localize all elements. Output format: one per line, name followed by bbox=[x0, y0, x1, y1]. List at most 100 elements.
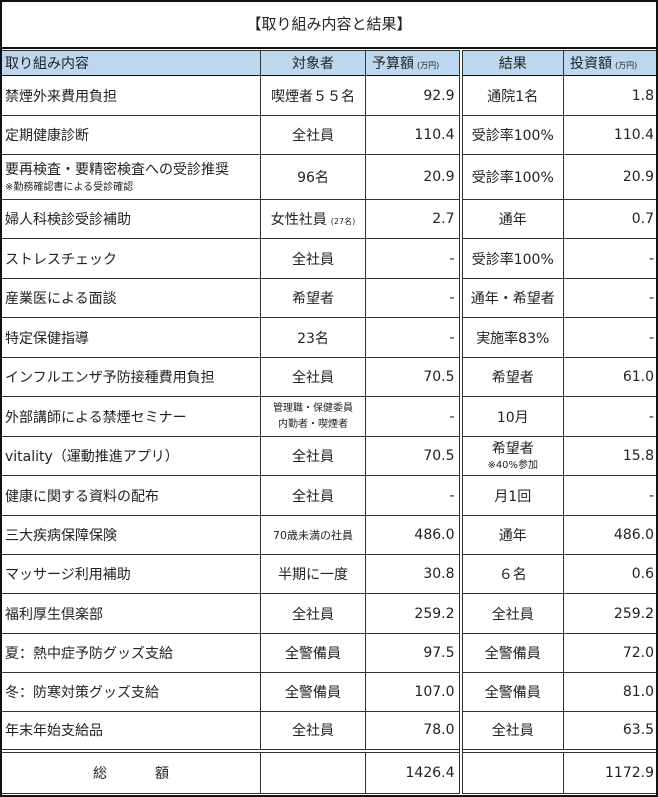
cell-result: 全警備員 bbox=[460, 672, 564, 712]
target-text: 半期に一度 bbox=[278, 567, 348, 583]
total-label-2: 額 bbox=[155, 765, 169, 782]
target-text: 全社員 bbox=[292, 449, 334, 465]
target-text: 96名 bbox=[297, 170, 329, 186]
cell-item: 婦人科検診受診補助 bbox=[0, 199, 261, 239]
table-row: 特定保健指導 23名 - 実施率83% - bbox=[0, 317, 658, 358]
cell-result: 月1回 bbox=[460, 475, 564, 516]
item-text: 定期健康診断 bbox=[5, 128, 89, 144]
item-text: 禁煙外来費用負担 bbox=[5, 88, 117, 105]
result-text: 10月 bbox=[496, 409, 529, 426]
header-target: 対象者 bbox=[260, 50, 366, 76]
target-text: 希望者 bbox=[292, 291, 334, 307]
table-row: 健康に関する資料の配布 全社員 - 月1回 - bbox=[0, 475, 658, 516]
header-budget-label: 予算額 bbox=[372, 56, 414, 72]
cell-item: 産業医による面談 bbox=[0, 278, 261, 318]
target-text: 喫煙者５５名 bbox=[271, 88, 355, 105]
cell-item: 年末年始支給品 bbox=[0, 711, 261, 751]
item-text: 冬：防寒対策グッズ支給 bbox=[5, 685, 159, 701]
cell-result: 受診率100% bbox=[460, 115, 564, 155]
target-text: 全社員 bbox=[292, 488, 334, 505]
result-note: ※40%参加 bbox=[487, 460, 539, 471]
cell-invest: 63.5 bbox=[563, 711, 658, 751]
header-item: 取り組み内容 bbox=[0, 50, 261, 76]
item-text: 三大疾病保障保険 bbox=[5, 528, 117, 544]
cell-target: 70歳未満の社員 bbox=[260, 515, 366, 555]
cell-result: 実施率83% bbox=[460, 317, 564, 358]
cell-target: 女性社員 (27名) bbox=[260, 199, 366, 239]
item-text: 婦人科検診受診補助 bbox=[5, 212, 131, 228]
total-target-empty bbox=[260, 748, 366, 794]
result-text: 全警備員 bbox=[484, 685, 541, 701]
header-invest-unit: (万円) bbox=[615, 61, 638, 70]
result-text: 通院1名 bbox=[487, 88, 539, 105]
item-text: 福利厚生倶楽部 bbox=[5, 606, 103, 623]
target-text: 全社員 bbox=[292, 251, 334, 268]
item-note: ※勤務確認書による受診確認 bbox=[5, 182, 134, 193]
cell-invest: - bbox=[563, 317, 658, 358]
table-row: vitality（運動推進アプリ） 全社員 70.5 希望者 ※40%参加 15.… bbox=[0, 436, 658, 476]
result-text: 通年 bbox=[498, 212, 527, 228]
cell-result: 通年 bbox=[460, 199, 564, 239]
cell-result: 全警備員 bbox=[460, 633, 564, 673]
result-text: 通年 bbox=[498, 528, 527, 544]
target-text: 23名 bbox=[297, 330, 329, 347]
result-text: 通年・希望者 bbox=[470, 291, 555, 307]
result-text: 全警備員 bbox=[484, 646, 541, 662]
cell-budget: 110.4 bbox=[365, 115, 463, 155]
table-row: 三大疾病保障保険 70歳未満の社員 486.0 通年 486.0 bbox=[0, 515, 658, 555]
table-row: 外部講師による禁煙セミナー 管理職・保健委員 内勤者・喫煙者 - 10月 - bbox=[0, 396, 658, 437]
header-result: 結果 bbox=[460, 50, 564, 76]
header-budget: 予算額 (万円) bbox=[365, 50, 463, 76]
table-row: 夏：熱中症予防グッズ支給 全警備員 97.5 全警備員 72.0 bbox=[0, 633, 658, 673]
target-text: 全警備員 bbox=[285, 685, 341, 701]
result-text: 希望者 bbox=[491, 441, 534, 457]
total-budget: 1426.4 bbox=[365, 748, 463, 794]
cell-target: 全社員 bbox=[260, 475, 366, 516]
table-row: 定期健康診断 全社員 110.4 受診率100% 110.4 bbox=[0, 115, 658, 155]
target-text: 全警備員 bbox=[285, 646, 341, 662]
target-line: 内勤者・喫煙者 bbox=[278, 418, 348, 430]
cell-item: 禁煙外来費用負担 bbox=[0, 75, 261, 116]
item-text: インフルエンザ予防接種費用負担 bbox=[5, 370, 215, 386]
total-invest: 1172.9 bbox=[563, 748, 658, 794]
cell-invest: 259.2 bbox=[563, 593, 658, 634]
cell-target: 喫煙者５５名 bbox=[260, 75, 366, 116]
item-text: 年末年始支給品 bbox=[5, 723, 103, 740]
cell-target: 全社員 bbox=[260, 711, 366, 751]
cell-target: 管理職・保健委員 内勤者・喫煙者 bbox=[260, 396, 366, 437]
header-invest-label: 投資額 bbox=[570, 56, 612, 72]
cell-invest: - bbox=[563, 396, 658, 437]
cell-budget: 107.0 bbox=[365, 672, 463, 712]
cell-invest: 110.4 bbox=[563, 115, 658, 155]
cell-invest: - bbox=[563, 238, 658, 279]
cell-result: 通年 bbox=[460, 515, 564, 555]
header-row: 取り組み内容 対象者 予算額 (万円) 結果 投資額 (万円) bbox=[0, 50, 658, 76]
cell-item: 定期健康診断 bbox=[0, 115, 261, 155]
cell-result: ６名 bbox=[460, 554, 564, 594]
target-text: 全社員 bbox=[292, 128, 334, 144]
item-text: ストレスチェック bbox=[5, 251, 117, 268]
result-text: 実施率83% bbox=[476, 330, 550, 347]
table-row: 婦人科検診受診補助 女性社員 (27名) 2.7 通年 0.7 bbox=[0, 199, 658, 239]
result-text: 受診率100% bbox=[471, 170, 554, 186]
table-row: 福利厚生倶楽部 全社員 259.2 全社員 259.2 bbox=[0, 593, 658, 634]
table-row: 要再検査・要精密検査への受診推奨 ※勤務確認書による受診確認 96名 20.9 受… bbox=[0, 154, 658, 200]
cell-budget: 97.5 bbox=[365, 633, 463, 673]
table-row: 冬：防寒対策グッズ支給 全警備員 107.0 全警備員 81.0 bbox=[0, 672, 658, 712]
target-text: 全社員 bbox=[292, 606, 334, 623]
item-text: 外部講師による禁煙セミナー bbox=[5, 409, 187, 426]
cell-budget: 486.0 bbox=[365, 515, 463, 555]
item-text: vitality（運動推進アプリ） bbox=[5, 449, 179, 465]
result-text: ６名 bbox=[498, 567, 527, 583]
item-text: 特定保健指導 bbox=[5, 330, 89, 347]
cell-item: vitality（運動推進アプリ） bbox=[0, 436, 261, 476]
target-line: 管理職・保健委員 bbox=[273, 402, 353, 414]
total-label-1: 総 bbox=[93, 765, 107, 782]
cell-item: 夏：熱中症予防グッズ支給 bbox=[0, 633, 261, 673]
cell-budget: 78.0 bbox=[365, 711, 463, 751]
target-text: 女性社員 bbox=[270, 212, 327, 228]
table-row: 禁煙外来費用負担 喫煙者５５名 92.9 通院1名 1.8 bbox=[0, 75, 658, 116]
cell-target: 23名 bbox=[260, 317, 366, 358]
cell-budget: - bbox=[365, 238, 463, 279]
